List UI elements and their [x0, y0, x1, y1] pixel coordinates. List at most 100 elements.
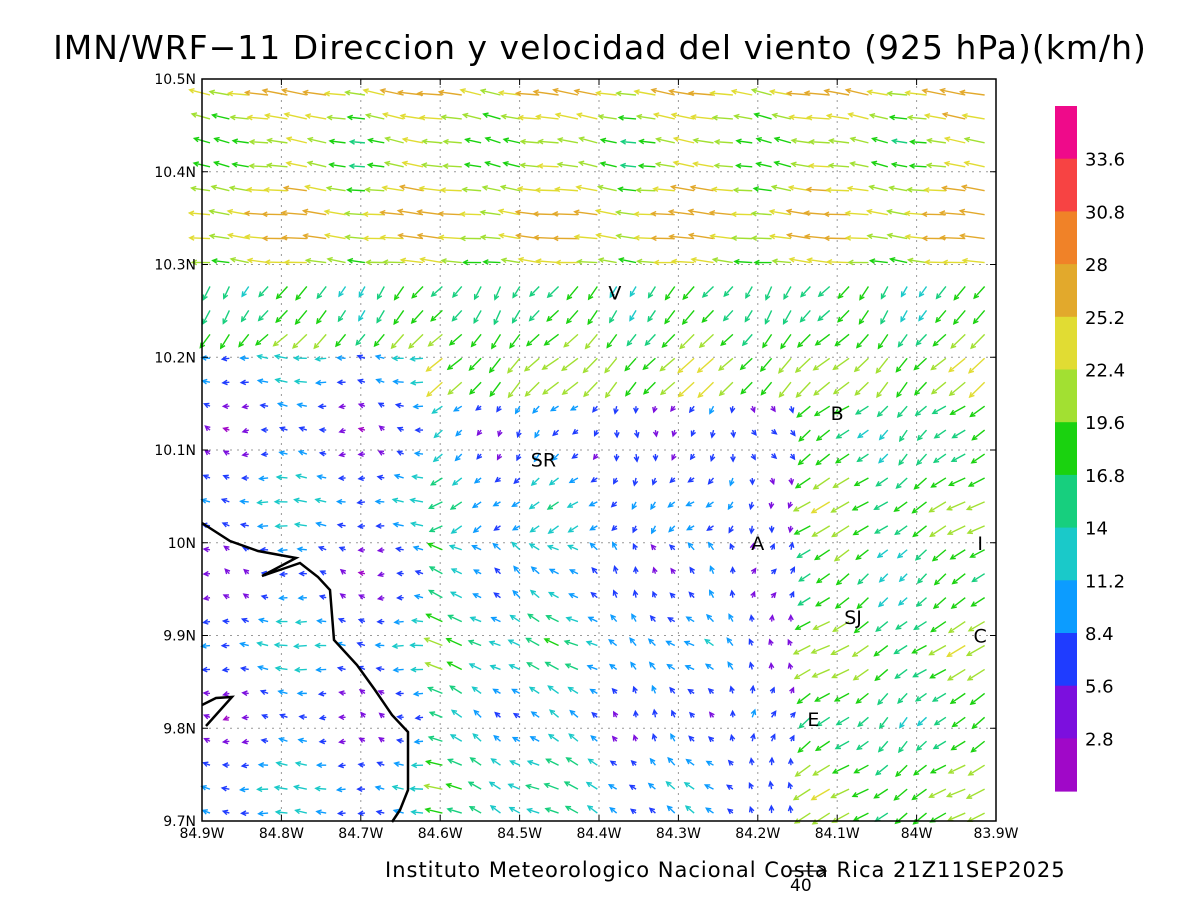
wind-vector-head — [472, 593, 479, 599]
wind-vector — [429, 711, 443, 718]
wind-vector-head — [203, 737, 210, 744]
colorbar-swatch — [1055, 264, 1077, 318]
wind-vector — [498, 209, 520, 216]
wind-vector-head — [898, 459, 904, 466]
wind-vector-head — [794, 366, 802, 373]
wind-vector — [220, 333, 230, 349]
wind-vector-head — [853, 627, 860, 634]
wind-vector — [606, 333, 618, 348]
wind-vector — [797, 692, 811, 704]
wind-vector-head — [449, 591, 457, 597]
wind-vector — [508, 639, 521, 647]
wind-vector-head — [202, 318, 208, 326]
wind-vector-head — [516, 185, 524, 192]
wind-vector-head — [875, 367, 882, 374]
wind-vector-head — [587, 616, 594, 622]
wind-vector — [621, 164, 637, 168]
wind-vector — [576, 186, 598, 192]
wind-vector-head — [376, 474, 384, 481]
wind-vector-head — [633, 407, 639, 415]
wind-vector-head — [687, 208, 694, 215]
wind-vector — [567, 501, 579, 508]
wind-vector — [913, 668, 927, 678]
wind-vector-head — [899, 722, 905, 729]
wind-vector — [837, 309, 850, 323]
wind-vector-head — [666, 663, 673, 670]
wind-vector-head — [295, 294, 302, 301]
wind-vector-head — [573, 88, 580, 95]
wind-vector — [942, 187, 966, 192]
wind-vector-head — [939, 234, 946, 241]
wind-vector-head — [877, 601, 884, 608]
wind-vector-head — [525, 783, 532, 790]
wind-vector-head — [317, 545, 325, 552]
wind-vector-head — [273, 642, 281, 648]
colorbar-swatch — [1055, 369, 1077, 423]
wind-vector — [544, 333, 560, 346]
wind-vector — [933, 740, 947, 750]
wind-vector-head — [897, 697, 904, 704]
wind-vector-head — [338, 714, 345, 721]
wind-vector-head — [376, 618, 383, 625]
wind-vector-head — [278, 450, 285, 457]
wind-vector-head — [413, 738, 420, 745]
wind-vector-head — [542, 388, 549, 395]
wind-vector-head — [823, 88, 830, 95]
wind-vector-head — [768, 89, 776, 95]
wind-vector — [656, 163, 675, 168]
wind-vector — [931, 621, 947, 633]
wind-vector — [856, 692, 869, 704]
wind-vector — [794, 525, 811, 535]
wind-vector-head — [585, 781, 593, 788]
wind-vector — [368, 164, 385, 168]
wind-vector-head — [928, 650, 935, 656]
wind-vector-head — [511, 317, 518, 324]
wind-vector-head — [698, 342, 705, 349]
wind-vector-head — [337, 617, 345, 624]
wind-vector-head — [609, 760, 616, 767]
wind-vector-head — [393, 318, 399, 326]
wind-vector-head — [315, 666, 322, 673]
wind-vector-head — [524, 390, 531, 397]
wind-vector — [848, 187, 869, 192]
wind-vector-head — [274, 523, 281, 530]
wind-vector-head — [679, 343, 686, 350]
wind-vector — [934, 429, 947, 439]
wind-vector — [948, 764, 966, 774]
colorbar-swatch — [1055, 580, 1077, 634]
wind-vector — [429, 501, 443, 509]
wind-vector — [807, 258, 830, 264]
wind-vector-head — [221, 403, 229, 410]
wind-vector — [846, 237, 869, 240]
wind-vector-head — [609, 806, 616, 813]
wind-vector-head — [730, 235, 738, 241]
wind-vector-head — [508, 664, 515, 670]
wind-vector — [483, 261, 501, 264]
wind-vector — [793, 644, 811, 655]
wind-vector — [489, 381, 502, 397]
wind-vector — [812, 812, 831, 825]
wind-vector — [469, 357, 482, 371]
wind-vector — [895, 764, 908, 777]
wind-vector-head — [257, 315, 264, 322]
wind-vector-head — [708, 209, 716, 216]
y-tick-label: 10.3N — [154, 258, 196, 274]
wind-vector — [546, 615, 559, 623]
wind-vector-head — [817, 315, 824, 322]
wind-vector-head — [652, 455, 659, 462]
wind-vector-head — [589, 688, 596, 695]
wind-vector-head — [794, 624, 801, 630]
wind-vector — [908, 116, 927, 120]
wind-vector — [538, 165, 559, 168]
wind-vector-head — [771, 258, 778, 265]
wind-vector-head — [854, 389, 861, 396]
wind-vector-head — [878, 576, 885, 583]
wind-vector — [918, 286, 928, 297]
wind-vector — [960, 210, 985, 216]
wind-vector — [460, 213, 482, 216]
colorbar-swatch — [1055, 633, 1077, 687]
wind-vector-head — [647, 316, 653, 323]
wind-vector-head — [798, 576, 805, 582]
wind-vector — [697, 357, 714, 373]
